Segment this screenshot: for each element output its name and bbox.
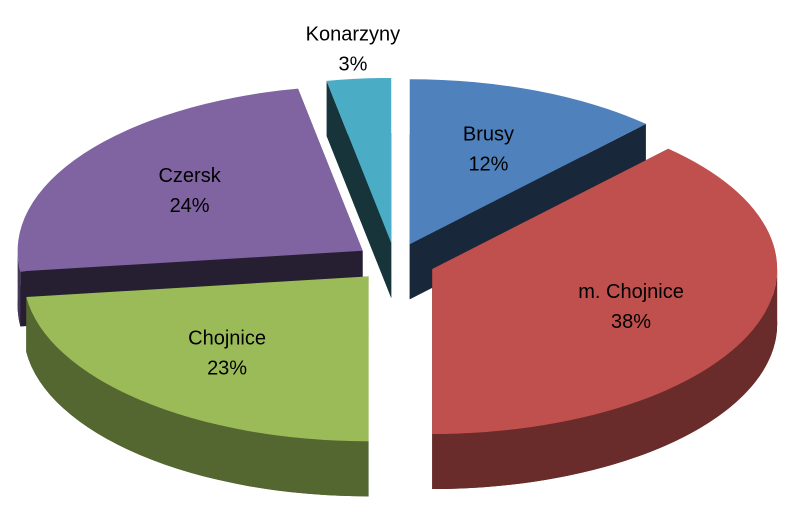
slice <box>26 276 369 442</box>
slice-value-label: 3% <box>338 53 367 75</box>
slice-value-label: 23% <box>207 357 247 379</box>
slice-side <box>326 80 392 298</box>
slice-wall <box>17 250 21 327</box>
pie-slice <box>432 148 778 490</box>
pie-slice <box>326 77 392 298</box>
slice-wall <box>26 297 369 497</box>
slice <box>326 77 392 243</box>
slice-label: Chojnice <box>188 327 266 349</box>
slice-label: Brusy <box>463 123 514 145</box>
slice-label: m. Chojnice <box>578 281 684 303</box>
slice-wall <box>432 269 778 490</box>
slice-label: Konarzyny <box>306 23 401 45</box>
slice-value-label: 38% <box>611 311 651 333</box>
slice-label: Czersk <box>158 165 221 187</box>
slice-value-label: 12% <box>468 153 508 175</box>
slice <box>17 88 363 272</box>
slice <box>432 148 778 435</box>
slice-value-label: 24% <box>170 195 210 217</box>
slice <box>409 79 646 245</box>
pie-slice <box>26 276 369 497</box>
